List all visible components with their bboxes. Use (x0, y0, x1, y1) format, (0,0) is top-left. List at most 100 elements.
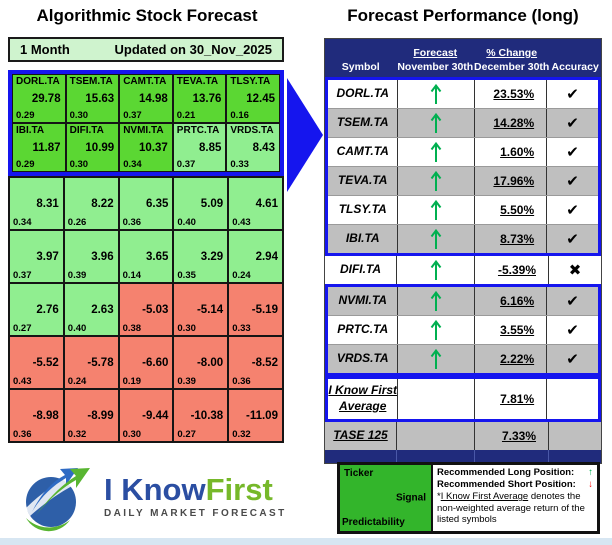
forecast-cell: -8.52 0.36 (228, 336, 283, 389)
forecast-cell (398, 138, 475, 166)
change-cell: 14.28% (475, 109, 548, 137)
forecast-cell: -5.52 0.43 (9, 336, 64, 389)
change-value: 17.96% (493, 174, 535, 188)
performance-row: DORL.TA 23.53% ✔ (328, 80, 598, 109)
blue-right-arrow-icon (287, 78, 323, 192)
signal-value: -8.52 (251, 356, 278, 369)
ticker-label: NVMI.TA (123, 125, 164, 136)
signal-value: 4.61 (255, 197, 278, 210)
symbol-line: I Know First (328, 383, 398, 398)
logo-name-part1: I Know (104, 471, 206, 507)
top-picks-group: DORL.TA 29.78 0.29 TSEM.TA 15.63 0.30 CAMT.TA 1… (8, 70, 284, 176)
signal-value: 12.45 (246, 92, 275, 105)
forecast-cell: -5.03 0.38 (118, 283, 174, 336)
forecast-cell: 8.31 0.34 (9, 177, 64, 230)
symbol-label: DORL.TA (336, 86, 389, 101)
change-cell: 1.60% (475, 138, 548, 166)
cross-icon: ✖ (568, 262, 582, 279)
predictability-value: 0.24 (232, 270, 251, 281)
predictability-value: 0.34 (13, 217, 32, 228)
legend-cell-key: Ticker Signal Predictability (340, 465, 433, 531)
predictability-value: 0.30 (69, 110, 89, 121)
symbol-label: PRTC.TA (337, 322, 389, 337)
highlighted-row-group: I Know First Average 7.81% (325, 376, 601, 422)
legend-down-arrow-icon: ↓ (588, 478, 593, 490)
predictability-value: 0.39 (177, 376, 196, 387)
signal-value: -10.38 (190, 409, 224, 422)
symbol-cell: PRTC.TA (328, 316, 399, 344)
signal-value: -5.78 (87, 356, 114, 369)
performance-row: TASE 125 7.33% (325, 422, 601, 450)
signal-value: -11.09 (246, 409, 278, 422)
symbol-cell: IBI.TA (328, 225, 399, 253)
signal-value: -5.19 (251, 303, 278, 316)
predictability-value: 0.14 (122, 270, 142, 281)
predictability-value: 0.27 (177, 429, 196, 440)
forecast-cell: IBI.TA 11.87 0.29 (12, 123, 66, 172)
signal-value: 8.31 (36, 197, 59, 210)
forecast-cell: 8.22 0.26 (63, 177, 119, 230)
symbol-cell: TASE 125 (325, 422, 397, 450)
forecast-cell: CAMT.TA 14.98 0.37 (119, 74, 173, 123)
change-cell: 23.53% (475, 80, 548, 108)
symbol-cell: TSEM.TA (328, 109, 399, 137)
signal-value: 10.37 (139, 141, 168, 154)
predictability-value: 0.33 (232, 323, 251, 334)
predictability-value: 0.32 (232, 429, 251, 440)
up-arrow-icon (430, 199, 442, 220)
predictability-value: 0.37 (176, 159, 196, 170)
legend-predictability-label: Predictability (342, 517, 405, 528)
symbol-cell: VRDS.TA (328, 345, 399, 373)
forecast-cell: 2.94 0.24 (228, 230, 283, 283)
up-arrow-icon (430, 348, 442, 369)
performance-row: I Know First Average 7.81% (328, 379, 598, 419)
forecast-cell: 2.76 0.27 (9, 283, 64, 336)
predictability-value: 0.30 (177, 323, 196, 334)
logo-name-part2: First (205, 471, 273, 507)
logo-text: I KnowFirst DAILY MARKET FORECAST (104, 474, 287, 519)
predictability-value: 0.34 (123, 159, 142, 170)
symbol-label: DIFI.TA (339, 262, 382, 277)
performance-row: CAMT.TA 1.60% ✔ (328, 138, 598, 167)
forecast-cell: TEVA.TA 13.76 0.21 (172, 74, 227, 123)
signal-value: 11.87 (32, 141, 61, 154)
forecast-cell: DIFI.TA 10.99 0.30 (65, 123, 120, 172)
check-icon: ✔ (566, 231, 579, 248)
ticker-label: TEVA.TA (176, 76, 219, 87)
left-panel-title: Algorithmic Stock Forecast (36, 6, 258, 25)
legend-short-line: Recommended Short Position: ↓ (437, 478, 593, 490)
signal-value: -8.99 (87, 409, 114, 422)
legend-long-line: Recommended Long Position: ↑ (437, 467, 593, 478)
forecast-cell: -6.60 0.19 (118, 336, 174, 389)
predictability-value: 0.35 (177, 270, 196, 281)
forecast-cell (398, 287, 475, 315)
forecast-cell: PRTC.TA 8.85 0.37 (172, 123, 227, 172)
predictability-value: 0.30 (69, 159, 89, 170)
symbol-cell: NVMI.TA (328, 287, 399, 315)
forecast-cell: 2.63 0.40 (63, 283, 119, 336)
predictability-value: 0.43 (13, 376, 32, 387)
signal-value: 3.97 (36, 250, 59, 263)
predictability-value: 0.38 (122, 323, 142, 334)
predictability-value: 0.21 (176, 110, 196, 121)
symbol-label: TSEM.TA (336, 115, 389, 130)
forecast-cell: 4.61 0.43 (228, 177, 283, 230)
change-cell: 2.22% (475, 345, 548, 373)
forecast-cell: 3.29 0.35 (173, 230, 229, 283)
forecast-cell: -8.00 0.39 (173, 336, 229, 389)
forecast-cell: -11.09 0.32 (228, 389, 283, 442)
legend-average-note: *I Know First Average denotes the non-we… (437, 491, 585, 526)
ticker-label: IBI.TA (16, 125, 45, 136)
predictability-value: 0.39 (67, 270, 87, 281)
up-arrow-icon (430, 141, 442, 162)
forecast-cell: NVMI.TA 10.37 0.34 (119, 123, 173, 172)
change-value: 3.55% (500, 323, 535, 337)
performance-row: TSEM.TA 14.28% ✔ (328, 109, 598, 138)
forecast-cell (398, 167, 475, 195)
forecast-cell: DORL.TA 29.78 0.29 (12, 74, 66, 123)
predictability-value: 0.37 (13, 270, 32, 281)
performance-row: NVMI.TA 6.16% ✔ (328, 287, 598, 316)
ticker-label: VRDS.TA (230, 125, 274, 136)
forecast-cell (398, 345, 475, 373)
